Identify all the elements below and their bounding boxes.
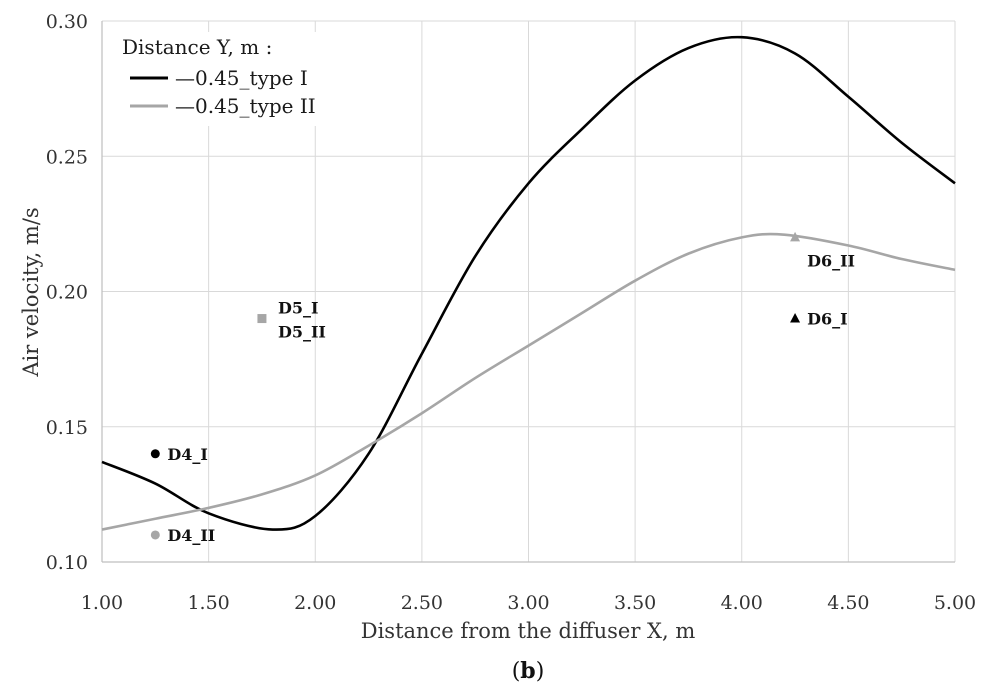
legend-entry-type-i: —0.45_type I: [175, 66, 308, 90]
point-label-d4-i: D4_I: [167, 445, 208, 464]
y-tick-label: 0.10: [46, 552, 88, 574]
legend-label-type-i: 0.45_type I: [195, 66, 308, 90]
x-axis-title: Distance from the diffuser X, m: [361, 619, 696, 643]
legend-dash: —: [175, 66, 195, 90]
x-tick-label: 1.50: [187, 592, 229, 614]
legend-dash: —: [175, 94, 195, 118]
y-tick-label: 0.15: [46, 417, 88, 439]
point-label-d5-i: D5_I: [278, 299, 319, 318]
series-line-type-ii: [101, 232, 956, 531]
point-marker-d6-i: [790, 313, 801, 323]
x-tick-label: 4.50: [827, 592, 869, 614]
point-marker-d6-ii: [790, 231, 801, 242]
point-label-d4-ii: D4_II: [167, 526, 215, 545]
caption-close-paren: ): [536, 659, 545, 684]
y-tick-label: 0.25: [46, 146, 88, 168]
x-tick-label: 4.00: [721, 592, 763, 614]
legend-entry-type-ii: —0.45_type II: [175, 94, 316, 118]
y-tick-label: 0.30: [46, 11, 88, 33]
legend-label-type-ii: 0.45_type II: [195, 94, 316, 118]
point-marker-d4-ii: [150, 530, 160, 540]
point-label-d5-ii: D5_II: [278, 323, 326, 342]
legend-title: Distance Y, m :: [122, 35, 272, 59]
point-marker-d5-i: [257, 314, 267, 324]
point-label-d6-i: D6_I: [807, 310, 848, 329]
y-tick-label: 0.20: [46, 282, 88, 304]
y-axis-title: Air velocity, m/s: [19, 207, 43, 377]
series-lines: [101, 35, 956, 531]
figure-caption: (b): [512, 658, 545, 684]
x-tick-label: 3.00: [507, 592, 549, 614]
x-tick-label: 1.00: [81, 592, 123, 614]
caption-letter: b: [520, 658, 535, 684]
caption-open-paren: (: [512, 659, 521, 684]
axes: 1.00 1.50 2.00 2.50 3.00 3.50 4.00 4.50 5.00 0.10…: [46, 11, 976, 614]
x-tick-label: 5.00: [934, 592, 976, 614]
legend: Distance Y, m : —0.45_type I —0.45_type …: [114, 32, 320, 126]
x-tick-label: 2.00: [294, 592, 336, 614]
x-tick-label: 3.50: [614, 592, 656, 614]
x-tick-label: 2.50: [401, 592, 443, 614]
point-label-d6-ii: D6_II: [807, 251, 855, 270]
point-marker-d4-i: [150, 449, 160, 459]
series-line-type-i: [101, 35, 956, 531]
data-points: D4_I D4_II D5_I D5_II D6_I D6_II: [150, 231, 855, 545]
grid: [102, 20, 956, 562]
